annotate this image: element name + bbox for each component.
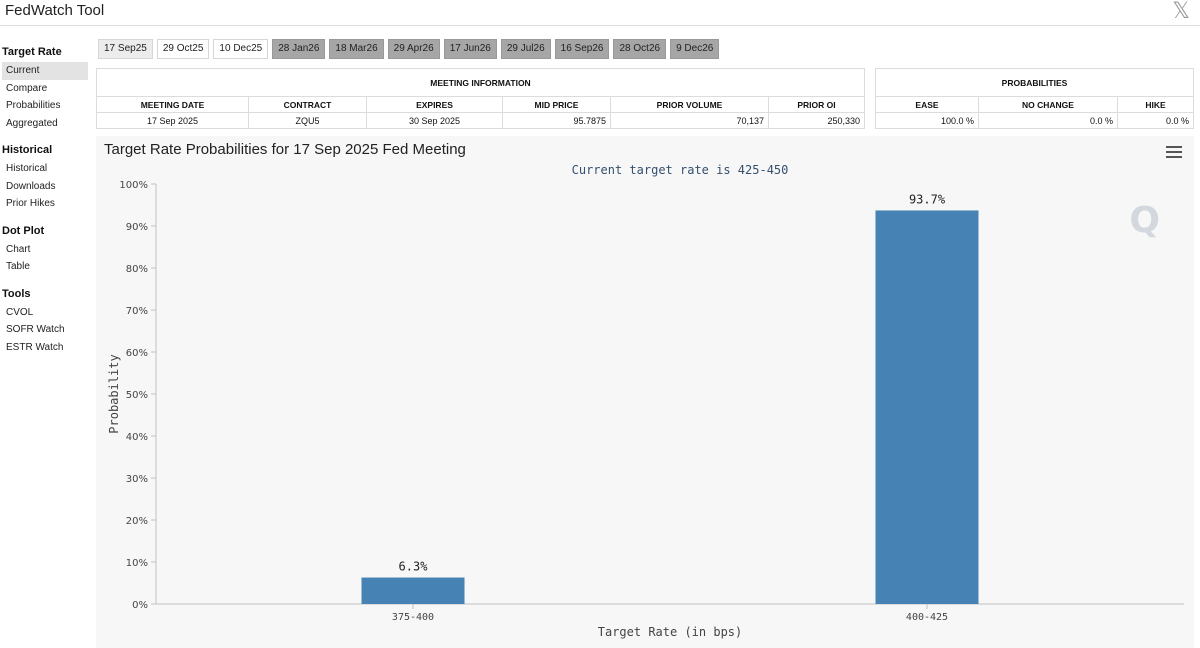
col-ease: EASE bbox=[875, 96, 979, 113]
sidebar-group: Dot Plot Chart Table bbox=[0, 221, 92, 276]
tab-29-jul26[interactable]: 29 Jul26 bbox=[500, 39, 551, 59]
x-axis-title: Target Rate (in bps) bbox=[598, 625, 743, 639]
y-tick-label: 40% bbox=[126, 432, 148, 443]
x-tick-label: 375-400 bbox=[392, 612, 434, 623]
sidebar-item-prior-hikes[interactable]: Prior Hikes bbox=[6, 198, 55, 209]
sidebar-item-chart[interactable]: Chart bbox=[6, 243, 31, 255]
y-tick-label: 30% bbox=[126, 474, 148, 485]
y-tick-label: 100% bbox=[119, 180, 148, 191]
quikstrike-logo-icon: Q bbox=[1129, 200, 1160, 241]
sidebar-heading: Target Rate bbox=[2, 46, 62, 58]
x-tick-label: 400-425 bbox=[906, 612, 948, 623]
cell-ease: 100.0 % bbox=[875, 112, 979, 129]
probabilities-table: PROBABILITIES EASE NO CHANGE HIKE 100.0 … bbox=[875, 68, 1194, 129]
y-tick-label: 70% bbox=[126, 306, 148, 317]
col-no-change: NO CHANGE bbox=[978, 96, 1118, 113]
cell-no-change: 0.0 % bbox=[978, 112, 1118, 129]
probability-chart: Current target rate is 425-450 0% 10% 20% 30… bbox=[96, 136, 1194, 648]
bar-value-label: 6.3% bbox=[399, 560, 429, 574]
y-tick-label: 20% bbox=[126, 516, 148, 527]
sidebar-item-table[interactable]: Table bbox=[6, 261, 30, 272]
tab-28-jan26[interactable]: 28 Jan26 bbox=[272, 39, 326, 59]
cell-expires: 30 Sep 2025 bbox=[366, 112, 503, 129]
hamburger-menu-icon[interactable] bbox=[1166, 146, 1182, 158]
sidebar-item-compare[interactable]: Compare bbox=[6, 82, 48, 94]
sidebar-group: Historical Historical Downloads Prior Hikes bbox=[0, 140, 92, 213]
sidebar-heading: Historical bbox=[2, 144, 53, 156]
tab-29-oct25[interactable]: 29 Oct25 bbox=[156, 39, 210, 59]
cell-meeting-date: 17 Sep 2025 bbox=[96, 112, 249, 129]
col-expires: EXPIRES bbox=[366, 96, 503, 113]
sidebar-item-downloads[interactable]: Downloads bbox=[6, 180, 56, 192]
sidebar-item-sofr-watch[interactable]: SOFR Watch bbox=[6, 324, 65, 335]
meeting-information-table: MEETING INFORMATION MEETING DATE CONTRAC… bbox=[96, 68, 865, 129]
tab-16-sep26[interactable]: 16 Sep26 bbox=[554, 39, 610, 59]
x-logo-icon[interactable]: 𝕏 bbox=[1172, 0, 1190, 24]
col-meeting-date: MEETING DATE bbox=[96, 96, 249, 113]
col-hike: HIKE bbox=[1117, 96, 1194, 113]
sidebar-heading: Dot Plot bbox=[2, 224, 45, 237]
col-contract: CONTRACT bbox=[248, 96, 367, 113]
sidebar-item-estr-watch[interactable]: ESTR Watch bbox=[6, 341, 64, 353]
tab-17-sep25[interactable]: 17 Sep25 bbox=[98, 39, 153, 59]
sidebar-item-aggregated[interactable]: Aggregated bbox=[6, 117, 58, 129]
cell-prior-oi: 250,330 bbox=[768, 112, 865, 129]
col-prior-oi: PRIOR OI bbox=[768, 96, 865, 113]
y-tick-label: 60% bbox=[126, 348, 148, 359]
bar-375-400 bbox=[361, 577, 465, 604]
y-axis-title: Probability bbox=[107, 354, 121, 433]
sidebar-heading: Tools bbox=[2, 287, 31, 300]
probabilities-heading: PROBABILITIES bbox=[875, 68, 1194, 97]
cell-mid-price: 95.7875 bbox=[502, 112, 611, 129]
tab-17-jun26[interactable]: 17 Jun26 bbox=[443, 39, 497, 59]
cell-contract: ZQU5 bbox=[248, 112, 367, 129]
sidebar-group: Target Rate Current Compare Probabilities Ag… bbox=[0, 42, 92, 132]
y-tick-label: 90% bbox=[126, 222, 148, 233]
tab-18-mar26[interactable]: 18 Mar26 bbox=[329, 39, 384, 59]
bar-value-label: 93.7% bbox=[909, 192, 946, 206]
tab-29-apr26[interactable]: 29 Apr26 bbox=[387, 39, 440, 59]
meeting-date-tabs: 17 Sep25 29 Oct25 10 Dec25 28 Jan26 18 Mar26… bbox=[98, 39, 720, 59]
app-title: FedWatch Tool bbox=[5, 2, 105, 19]
chart-title: Target Rate Probabilities for 17 Sep 202… bbox=[104, 141, 466, 158]
sidebar-item-historical[interactable]: Historical bbox=[6, 163, 48, 174]
sidebar-item-cvol[interactable]: CVOL bbox=[6, 306, 34, 318]
y-tick-label: 0% bbox=[132, 600, 148, 611]
tab-10-dec25[interactable]: 10 Dec25 bbox=[213, 39, 269, 59]
sidebar-group: Tools CVOL SOFR Watch ESTR Watch bbox=[0, 284, 92, 357]
cell-hike: 0.0 % bbox=[1117, 112, 1194, 129]
sidebar-nav: Target Rate Current Compare Probabilities Ag… bbox=[0, 38, 92, 364]
tab-28-oct26[interactable]: 28 Oct26 bbox=[613, 39, 667, 59]
sidebar-item-probabilities[interactable]: Probabilities bbox=[6, 100, 61, 111]
y-tick-label: 10% bbox=[126, 558, 148, 569]
chart-svg: Current target rate is 425-450 0% 10% 20% 30… bbox=[107, 163, 1184, 639]
y-tick-label: 80% bbox=[126, 264, 148, 275]
y-tick-label: 50% bbox=[126, 390, 148, 401]
cell-prior-volume: 70,137 bbox=[610, 112, 769, 129]
col-prior-volume: PRIOR VOLUME bbox=[610, 96, 769, 113]
bar-400-425 bbox=[875, 210, 979, 604]
chart-subtitle: Current target rate is 425-450 bbox=[572, 163, 789, 177]
meeting-info-heading: MEETING INFORMATION bbox=[96, 68, 865, 97]
tab-9-dec26[interactable]: 9 Dec26 bbox=[670, 39, 720, 59]
col-mid-price: MID PRICE bbox=[502, 96, 611, 113]
title-bar: FedWatch Tool 𝕏 bbox=[0, 0, 1200, 26]
sidebar-item-current[interactable]: Current bbox=[2, 62, 88, 80]
